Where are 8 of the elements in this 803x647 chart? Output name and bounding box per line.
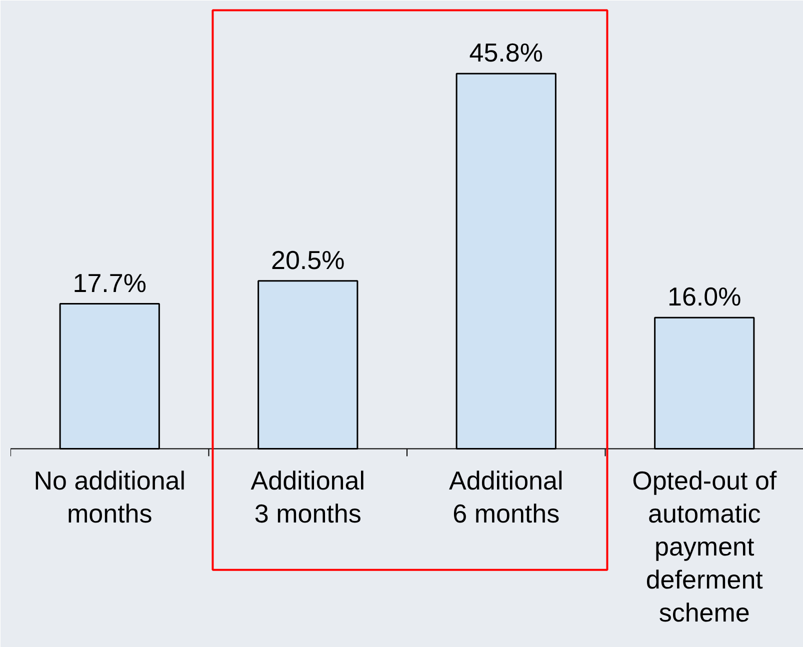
x-tick-label: Opted-out of automatic payment deferment scheme [632, 466, 778, 628]
data-label: 45.8% [469, 38, 543, 68]
data-label: 16.0% [668, 282, 742, 312]
x-tick-label: No additional months [34, 466, 186, 529]
x-tick-label: Additional 3 months [250, 466, 365, 529]
data-label: 20.5% [271, 244, 345, 275]
x-tick-label: Additional 6 months [449, 466, 564, 529]
data-label: 17.7% [72, 268, 146, 298]
